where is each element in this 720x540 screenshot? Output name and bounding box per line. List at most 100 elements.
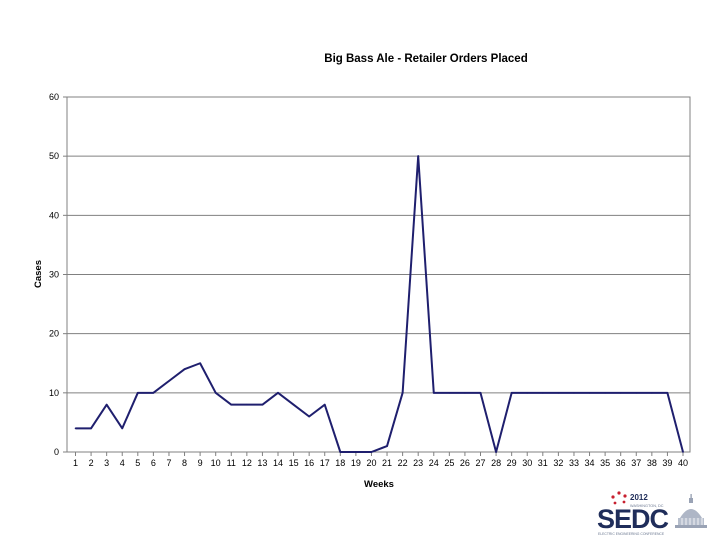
logo-stars bbox=[611, 491, 627, 505]
data-point bbox=[386, 445, 388, 447]
data-point bbox=[666, 392, 669, 394]
x-tick-label: 4 bbox=[120, 458, 125, 468]
x-tick-label: 38 bbox=[647, 458, 657, 468]
data-point bbox=[588, 392, 591, 394]
data-point bbox=[495, 451, 497, 453]
data-point bbox=[74, 427, 77, 430]
data-point bbox=[214, 392, 217, 394]
x-tick-label: 39 bbox=[662, 458, 672, 468]
x-tick-label: 8 bbox=[182, 458, 187, 468]
y-tick-label: 0 bbox=[54, 447, 59, 457]
x-tick-label: 10 bbox=[211, 458, 221, 468]
x-tick-label: 9 bbox=[198, 458, 203, 468]
data-point bbox=[542, 392, 544, 394]
y-tick-label: 50 bbox=[49, 151, 59, 161]
data-point bbox=[277, 392, 279, 394]
x-tick-label: 19 bbox=[351, 458, 361, 468]
data-point bbox=[604, 392, 606, 394]
x-tick-label: 25 bbox=[444, 458, 454, 468]
data-point bbox=[370, 451, 373, 453]
data-point bbox=[635, 392, 638, 394]
x-tick-label: 23 bbox=[413, 458, 423, 468]
data-point bbox=[557, 392, 560, 394]
x-axis: 1 2 3 4 5 6 7 8 9 10 11 12 13 14 15 16 17 18 19 20 21 22 23 24 2… bbox=[73, 452, 688, 468]
data-point bbox=[292, 403, 295, 406]
series-group bbox=[74, 155, 684, 453]
x-tick-label: 6 bbox=[151, 458, 156, 468]
x-tick-label: 15 bbox=[289, 458, 299, 468]
capitol-dome-icon bbox=[675, 494, 707, 528]
data-point bbox=[417, 155, 419, 157]
x-tick-label: 12 bbox=[242, 458, 252, 468]
data-point bbox=[199, 362, 201, 365]
x-tick-label: 37 bbox=[631, 458, 641, 468]
x-tick-label: 7 bbox=[166, 458, 171, 468]
y-tick-label: 20 bbox=[49, 329, 59, 339]
x-tick-label: 18 bbox=[335, 458, 345, 468]
data-point bbox=[432, 392, 435, 394]
data-point bbox=[323, 403, 326, 406]
x-tick-label: 1 bbox=[73, 458, 78, 468]
x-tick-label: 17 bbox=[320, 458, 330, 468]
x-tick-label: 32 bbox=[553, 458, 563, 468]
x-tick-label: 27 bbox=[475, 458, 485, 468]
data-point bbox=[121, 427, 124, 430]
x-tick-label: 2 bbox=[89, 458, 94, 468]
x-tick-label: 14 bbox=[273, 458, 283, 468]
y-tick-label: 60 bbox=[49, 92, 59, 102]
data-point bbox=[90, 427, 92, 430]
data-point bbox=[682, 451, 684, 453]
x-tick-label: 11 bbox=[227, 458, 236, 468]
logo-tagline: ELECTRIC ENGINEERING CONFERENCE bbox=[598, 532, 665, 536]
x-tick-label: 13 bbox=[257, 458, 267, 468]
x-tick-label: 24 bbox=[429, 458, 439, 468]
y-axis-label: Cases bbox=[33, 260, 44, 288]
x-axis-label: Weeks bbox=[364, 479, 394, 490]
sedc-logo: 2012 WASHINGTON, DC SEDC ELECTRIC ENGINE… bbox=[597, 491, 707, 536]
x-tick-label: 22 bbox=[398, 458, 408, 468]
data-point bbox=[573, 392, 575, 394]
x-tick-label: 28 bbox=[491, 458, 501, 468]
data-point bbox=[651, 392, 653, 394]
logo-year: 2012 bbox=[630, 493, 648, 502]
x-tick-label: 5 bbox=[135, 458, 140, 468]
data-point bbox=[137, 392, 139, 394]
logo-city: WASHINGTON, DC bbox=[630, 504, 664, 508]
x-tick-label: 20 bbox=[366, 458, 376, 468]
data-point bbox=[619, 392, 622, 394]
x-tick-label: 30 bbox=[522, 458, 532, 468]
y-axis: 0 10 20 30 40 50 60 bbox=[49, 92, 67, 457]
data-point bbox=[246, 403, 248, 406]
y-tick-label: 30 bbox=[49, 270, 59, 280]
data-point bbox=[168, 380, 170, 382]
data-point bbox=[510, 392, 513, 394]
x-tick-label: 40 bbox=[678, 458, 688, 468]
x-tick-label: 35 bbox=[600, 458, 610, 468]
data-point bbox=[448, 392, 451, 394]
x-tick-label: 26 bbox=[460, 458, 470, 468]
x-tick-label: 3 bbox=[104, 458, 109, 468]
logo-name: SEDC bbox=[597, 504, 669, 534]
data-point bbox=[152, 392, 155, 394]
data-point bbox=[355, 451, 357, 453]
x-tick-label: 29 bbox=[507, 458, 517, 468]
y-tick-label: 40 bbox=[49, 210, 59, 220]
x-tick-label: 34 bbox=[585, 458, 595, 468]
data-point bbox=[261, 403, 264, 406]
x-tick-label: 33 bbox=[569, 458, 579, 468]
data-point bbox=[105, 403, 108, 406]
chart-title: Big Bass Ale - Retailer Orders Placed bbox=[324, 53, 527, 65]
series-line bbox=[75, 155, 684, 453]
data-point bbox=[401, 392, 404, 394]
x-tick-label: 31 bbox=[538, 458, 548, 468]
data-point bbox=[526, 392, 529, 394]
data-point bbox=[308, 415, 310, 418]
x-tick-label: 36 bbox=[616, 458, 626, 468]
data-point bbox=[183, 368, 186, 370]
x-tick-label: 21 bbox=[382, 458, 392, 468]
x-tick-label: 16 bbox=[304, 458, 314, 468]
y-tick-label: 10 bbox=[49, 388, 59, 398]
data-point bbox=[464, 392, 466, 394]
grid-lines bbox=[67, 155, 690, 394]
